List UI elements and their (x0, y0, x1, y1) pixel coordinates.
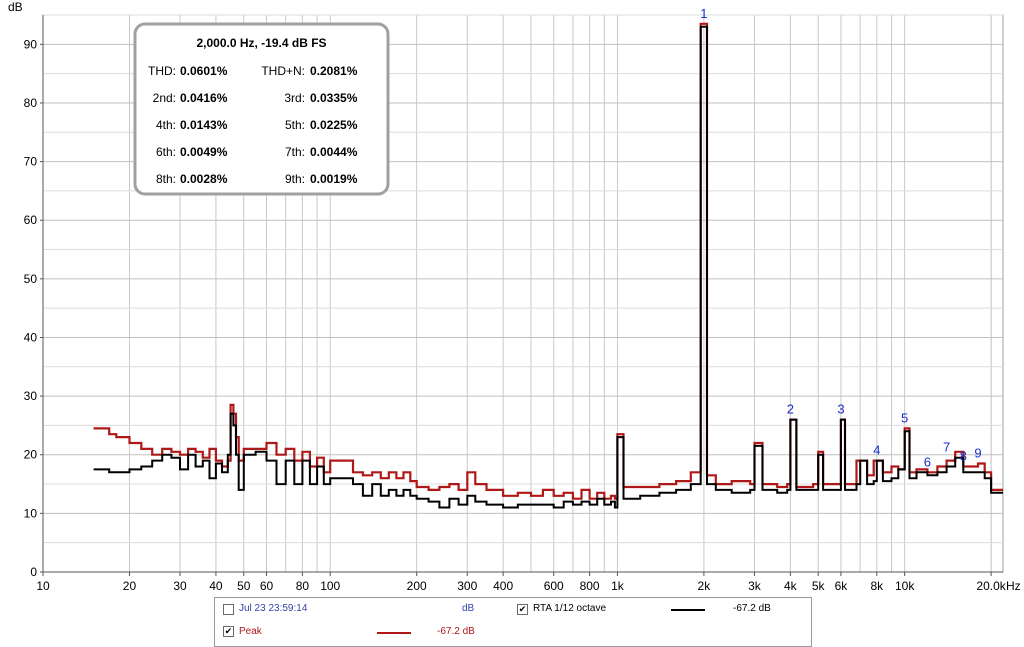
legend-checkbox-rta[interactable]: ✔ (517, 604, 528, 615)
legend-rta-swatch (671, 609, 705, 611)
harmonic-marker-label: 6 (924, 454, 931, 469)
legend-peak-label: Peak (239, 626, 262, 637)
y-unit-label: dB (8, 0, 23, 14)
x-tick-label: 50 (237, 579, 251, 593)
harmonic-marker-label: 3 (837, 402, 844, 417)
y-tick-label: 10 (24, 506, 38, 520)
info-box: 2,000.0 Hz, -19.4 dB FS THD: 0.0601% THD+N:… (133, 22, 390, 196)
info-box-label: 3rd: (284, 91, 305, 105)
x-tick-label: 600 (544, 579, 564, 593)
x-tick-label: 100 (320, 579, 340, 593)
legend-peak-swatch (377, 632, 411, 634)
info-box-value: 0.0143% (180, 118, 228, 132)
y-tick-label: 30 (24, 389, 38, 403)
y-tick-label: 90 (24, 37, 38, 51)
harmonic-markers: 1 2 3 4 5 678 9 (700, 6, 981, 470)
info-box-value: 0.2081% (310, 64, 358, 78)
info-box-value: 0.0019% (310, 172, 358, 186)
legend-rta-label: RTA 1/12 octave (533, 603, 607, 614)
legend-checkbox-date[interactable] (223, 604, 234, 615)
x-tick-label: 400 (493, 579, 513, 593)
info-box-title: 2,000.0 Hz, -19.4 dB FS (196, 36, 326, 50)
info-box-value: 0.0416% (180, 91, 228, 105)
x-tick-label: 6k (835, 579, 849, 593)
y-tick-label: 40 (24, 330, 38, 344)
y-tick-label: 60 (24, 213, 38, 227)
info-box-label: THD+N: (261, 64, 305, 78)
x-tick-label: 20 (123, 579, 137, 593)
series-line-rta-1-12-octave (93, 25, 1003, 509)
info-box-value: 0.0044% (310, 145, 358, 159)
x-tick-label: 3k (748, 579, 762, 593)
harmonic-marker-label: 4 (873, 443, 880, 458)
x-tick-label: 30 (173, 579, 187, 593)
info-box-value: 0.0601% (180, 64, 228, 78)
x-tick-label: 8k (870, 579, 884, 593)
info-box-label: 2nd: (153, 91, 176, 105)
info-box-label: 8th: (156, 172, 176, 186)
series-lines (93, 22, 1003, 509)
legend-peak-value: -67.2 dB (437, 626, 475, 637)
info-box-label: 9th: (285, 172, 305, 186)
legend-panel: Jul 23 23:59:14 dB ✔ RTA 1/12 octave -67… (214, 597, 812, 647)
x-tick-label: 20.0k (976, 579, 1006, 593)
x-tick-label: 5k (812, 579, 826, 593)
x-tick-label: 40 (209, 579, 223, 593)
legend-date-label: Jul 23 23:59:14 (239, 603, 308, 614)
y-tick-label: 70 (24, 155, 38, 169)
info-box-label: 7th: (285, 145, 305, 159)
info-box-frame (133, 22, 390, 196)
legend-date-unit: dB (462, 603, 475, 614)
x-tick-label: 60 (260, 579, 274, 593)
x-tick-label: 200 (407, 579, 427, 593)
x-tick-label: 800 (580, 579, 600, 593)
info-box-label: 6th: (156, 145, 176, 159)
harmonic-marker-label: 1 (700, 6, 707, 21)
x-tick-label: 2k (698, 579, 712, 593)
x-tick-label: 1k (611, 579, 625, 593)
harmonic-marker-label: 2 (787, 402, 794, 417)
harmonic-marker-label: 5 (901, 410, 908, 425)
harmonic-marker-label: 7 (943, 440, 950, 455)
info-box-label: THD: (148, 64, 176, 78)
harmonic-marker-label: 9 (974, 446, 981, 461)
x-tick-label: 10 (36, 579, 50, 593)
info-box-value: 0.0335% (310, 91, 358, 105)
legend-rta-value: -67.2 dB (733, 603, 771, 614)
info-box-value: 0.0028% (180, 172, 228, 186)
x-tick-label: 10k (895, 579, 915, 593)
harmonic-marker-label: 8 (960, 448, 967, 463)
x-unit-label: Hz (1006, 579, 1021, 593)
info-box-value: 0.0225% (310, 118, 358, 132)
series-line-peak (93, 22, 1003, 500)
info-box-label: 5th: (285, 118, 305, 132)
legend-checkbox-peak[interactable]: ✔ (223, 626, 234, 637)
y-tick-label: 50 (24, 272, 38, 286)
y-tick-label: 20 (24, 448, 38, 462)
y-tick-label: 0 (30, 565, 37, 579)
x-tick-label: 4k (784, 579, 798, 593)
info-box-label: 4th: (156, 118, 176, 132)
info-box-value: 0.0049% (180, 145, 228, 159)
x-tick-label: 300 (457, 579, 477, 593)
y-tick-label: 80 (24, 96, 38, 110)
x-tick-label: 80 (296, 579, 310, 593)
